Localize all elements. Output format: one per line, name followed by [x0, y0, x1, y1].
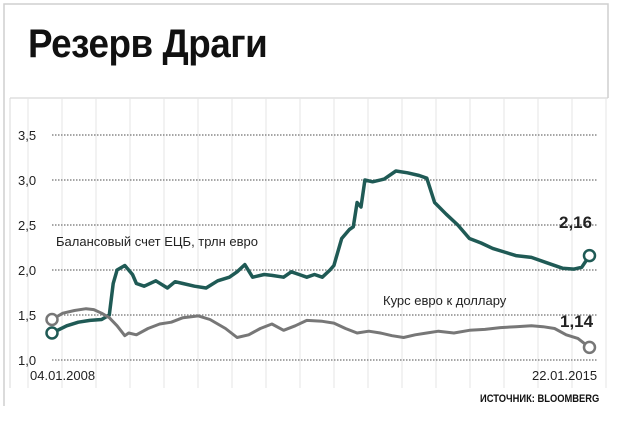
y-axis-ticks: 1,0 1,5 2,0 2,5 3,0 3,5: [18, 128, 36, 368]
y-tick-label: 3,5: [18, 128, 36, 143]
y-tick-label: 1,5: [18, 308, 36, 323]
point-marker-eurusd-end: [582, 340, 597, 355]
series-group: [45, 169, 597, 355]
chart-title: Резерв Драги: [28, 22, 268, 66]
y-tick-label: 2,5: [18, 218, 36, 233]
series-label-balance: Балансовый счет ЕЦБ, трлн евро: [56, 234, 258, 249]
y-tick-label: 2,0: [18, 263, 36, 278]
source-note: ИСТОЧНИК: BLOOMBERG: [479, 393, 599, 405]
x-end-label: 22.01.2015: [532, 368, 597, 383]
point-marker-eurusd-start: [45, 312, 59, 327]
series-line-balance-sheet: [50, 169, 592, 335]
y-tick-label: 1,0: [18, 353, 36, 368]
y-tick-label: 3,0: [18, 173, 36, 188]
x-start-label: 04.01.2008: [30, 368, 95, 383]
end-value-eurusd: 1,14: [560, 312, 594, 331]
point-marker-balance-sheet-end: [582, 248, 597, 263]
end-value-balance: 2,16: [559, 213, 592, 232]
point-marker-balance-sheet-start: [45, 326, 59, 340]
vertical-grid: [27, 98, 607, 388]
horizontal-grid: [52, 134, 598, 361]
series-line-eurusd: [50, 307, 591, 349]
series-label-eurusd: Курс евро к доллару: [383, 293, 507, 308]
